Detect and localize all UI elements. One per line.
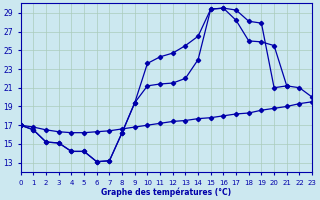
X-axis label: Graphe des températures (°C): Graphe des températures (°C) [101,187,231,197]
